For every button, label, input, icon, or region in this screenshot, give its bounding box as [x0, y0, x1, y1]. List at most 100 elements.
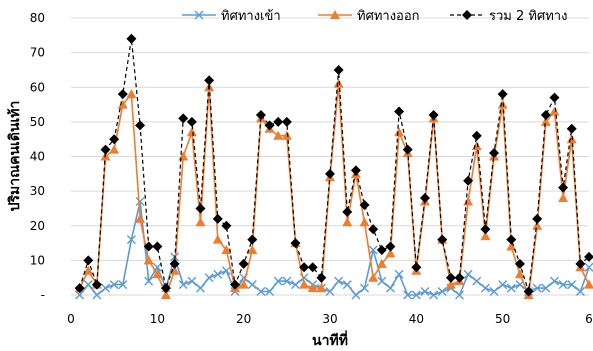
data-point	[186, 127, 197, 137]
data-point	[506, 283, 516, 293]
y-tick-labels: - 10 20 30 40 50 60 70 80	[30, 11, 45, 302]
data-point	[265, 287, 275, 297]
data-point	[368, 272, 379, 282]
data-point	[489, 287, 499, 297]
x-tick-label: 6	[585, 312, 593, 326]
data-point	[282, 276, 292, 286]
data-point	[523, 286, 534, 297]
data-point	[584, 251, 593, 262]
data-point	[109, 134, 120, 145]
legend-item: รวม 2 ทิศทาง	[450, 9, 567, 24]
data-point	[152, 241, 163, 252]
data-point	[558, 280, 568, 290]
data-point	[463, 175, 474, 186]
data-point	[221, 244, 232, 254]
data-point	[281, 116, 292, 127]
data-point	[584, 262, 593, 272]
y-axis-title: ปริมาณคนเดินเท้า	[7, 101, 23, 212]
x-tick-label: 20	[236, 312, 251, 326]
y-tick-label: 50	[30, 115, 45, 129]
data-point	[256, 287, 266, 297]
data-point	[178, 113, 189, 124]
data-point	[455, 290, 464, 300]
data-point	[454, 272, 465, 283]
data-point	[350, 165, 361, 176]
legend: ทิศทางเข้า ทิศทางออก รวม 2 ทิศทาง	[182, 9, 567, 24]
data-point	[273, 116, 284, 127]
data-point	[376, 258, 387, 268]
data-point	[334, 276, 344, 286]
data-point	[419, 193, 430, 204]
data-point	[342, 206, 353, 217]
gridlines	[71, 17, 589, 296]
data-point	[143, 241, 154, 252]
data-point	[514, 269, 525, 279]
legend-item: ทิศทางเข้า	[182, 9, 281, 24]
series-3	[74, 33, 593, 297]
data-point	[109, 144, 120, 154]
data-point	[333, 78, 344, 88]
y-tick-label: 40	[30, 150, 45, 164]
data-point	[196, 283, 205, 293]
data-point	[126, 235, 136, 245]
data-point	[359, 217, 370, 227]
data-point	[247, 244, 258, 254]
data-point	[316, 283, 327, 293]
data-point	[437, 234, 448, 245]
data-point	[403, 290, 413, 300]
data-point	[540, 116, 551, 126]
data-point	[480, 283, 490, 293]
data-point	[549, 106, 560, 116]
data-point	[462, 10, 472, 20]
data-point	[187, 276, 197, 286]
data-point	[316, 272, 327, 283]
data-point	[532, 220, 543, 230]
data-point	[549, 92, 560, 103]
data-point	[471, 130, 482, 141]
y-tick-label: 20	[30, 219, 45, 233]
y-tick-label: -	[41, 288, 45, 302]
data-point	[169, 258, 180, 269]
data-point	[541, 283, 551, 293]
data-point	[307, 283, 318, 293]
data-point	[83, 280, 93, 290]
data-point	[351, 290, 361, 300]
data-point	[498, 280, 508, 290]
series-1	[75, 197, 593, 300]
data-point	[100, 144, 111, 155]
data-point	[342, 280, 352, 290]
data-point	[238, 258, 249, 269]
data-point	[83, 255, 94, 266]
data-point	[160, 290, 171, 299]
data-point	[144, 276, 154, 286]
data-point	[212, 234, 223, 244]
data-point	[360, 283, 370, 293]
data-point	[238, 279, 249, 289]
y-tick-label: 10	[30, 253, 45, 267]
data-point	[368, 245, 378, 255]
data-point	[540, 109, 551, 120]
data-point	[558, 193, 569, 203]
data-point	[558, 182, 569, 193]
data-point	[135, 197, 145, 207]
data-point	[118, 280, 128, 290]
data-point	[195, 217, 206, 227]
data-point	[428, 109, 439, 120]
data-point	[471, 141, 482, 151]
data-point	[472, 276, 482, 286]
data-point	[74, 283, 85, 294]
data-point	[281, 130, 292, 140]
data-point	[264, 120, 275, 131]
data-point	[273, 276, 283, 286]
data-point	[514, 258, 525, 269]
data-point	[221, 220, 232, 231]
data-point	[463, 269, 473, 279]
data-point	[429, 290, 439, 300]
data-point	[204, 273, 214, 283]
data-point	[299, 262, 310, 273]
data-point	[368, 224, 379, 235]
data-point	[83, 265, 94, 275]
data-point	[204, 75, 215, 86]
data-point	[194, 10, 204, 20]
data-point	[532, 283, 542, 293]
